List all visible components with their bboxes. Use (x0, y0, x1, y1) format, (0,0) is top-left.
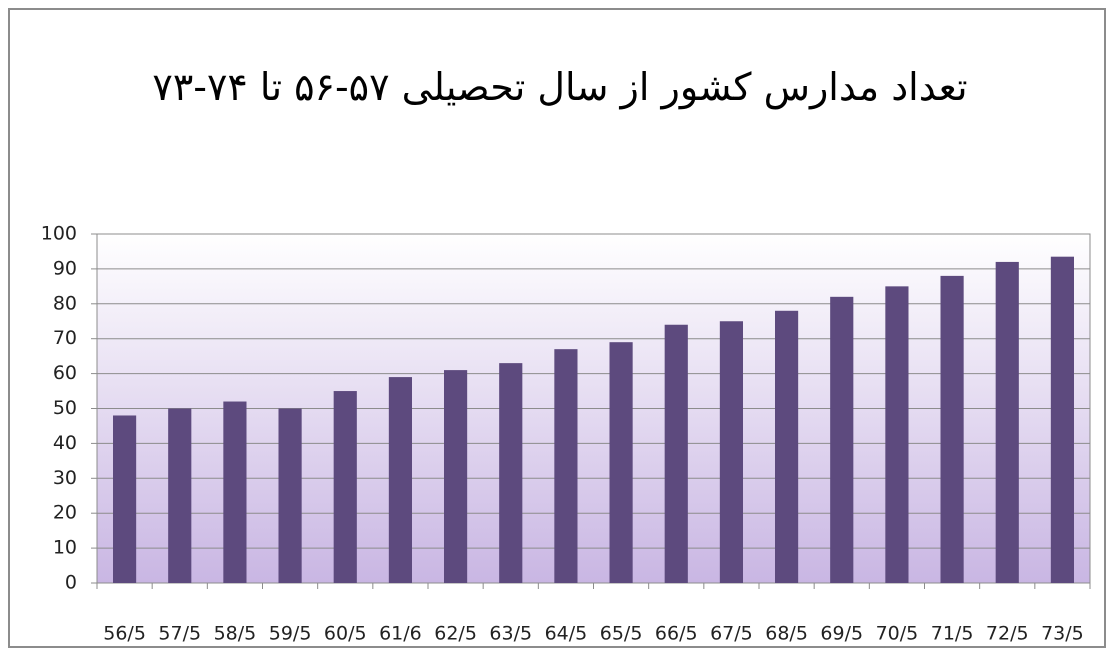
bar (774, 310, 799, 583)
x-tick-label: 72/5 (986, 623, 1029, 645)
bar (830, 296, 854, 583)
bar (995, 261, 1019, 583)
x-tick-label: 60/5 (324, 623, 367, 645)
bar (223, 401, 247, 583)
x-tick-label: 58/5 (214, 623, 257, 645)
y-tick-label: 0 (65, 572, 77, 594)
x-tick-label: 65/5 (600, 623, 643, 645)
bar (940, 275, 964, 583)
y-tick-label: 60 (53, 362, 77, 384)
x-tick-label: 73/5 (1041, 623, 1084, 645)
x-tick-label: 71/5 (931, 623, 974, 645)
y-tick-label: 30 (53, 467, 77, 489)
y-tick-label: 20 (53, 502, 77, 524)
bar (885, 286, 909, 583)
y-tick-label: 50 (53, 397, 77, 419)
bar (278, 408, 302, 583)
x-tick-label: 63/5 (489, 623, 532, 645)
x-tick-label: 64/5 (545, 623, 588, 645)
x-tick-label: 70/5 (876, 623, 919, 645)
bar (719, 321, 744, 583)
y-tick-label: 40 (53, 432, 77, 454)
bar (388, 377, 413, 583)
y-tick-label: 100 (41, 223, 77, 245)
x-tick-label: 62/5 (434, 623, 477, 645)
bar (1050, 256, 1075, 583)
y-tick-label: 10 (53, 537, 77, 559)
x-tick-label: 69/5 (820, 623, 863, 645)
bar (112, 415, 137, 583)
x-tick-label: 68/5 (765, 623, 808, 645)
x-tick-label: 57/5 (158, 623, 201, 645)
x-tick-label: 61/6 (379, 623, 422, 645)
y-tick-label: 80 (53, 292, 77, 314)
bar (443, 370, 468, 583)
chart-frame (8, 8, 1106, 648)
bar (168, 408, 192, 583)
x-tick-label: 67/5 (710, 623, 753, 645)
bar (609, 342, 633, 583)
x-tick-label: 66/5 (655, 623, 698, 645)
x-tick-label: 56/5 (103, 623, 146, 645)
bar (664, 324, 688, 583)
bar (554, 349, 578, 583)
y-tick-label: 90 (53, 257, 77, 279)
x-tick-label: 59/5 (269, 623, 312, 645)
bar (499, 363, 523, 583)
bar (333, 391, 357, 583)
chart-title: تعداد مدارس کشور از سال تحصیلی ۵۷-۵۶ تا … (152, 65, 968, 109)
y-tick-label: 70 (53, 327, 77, 349)
